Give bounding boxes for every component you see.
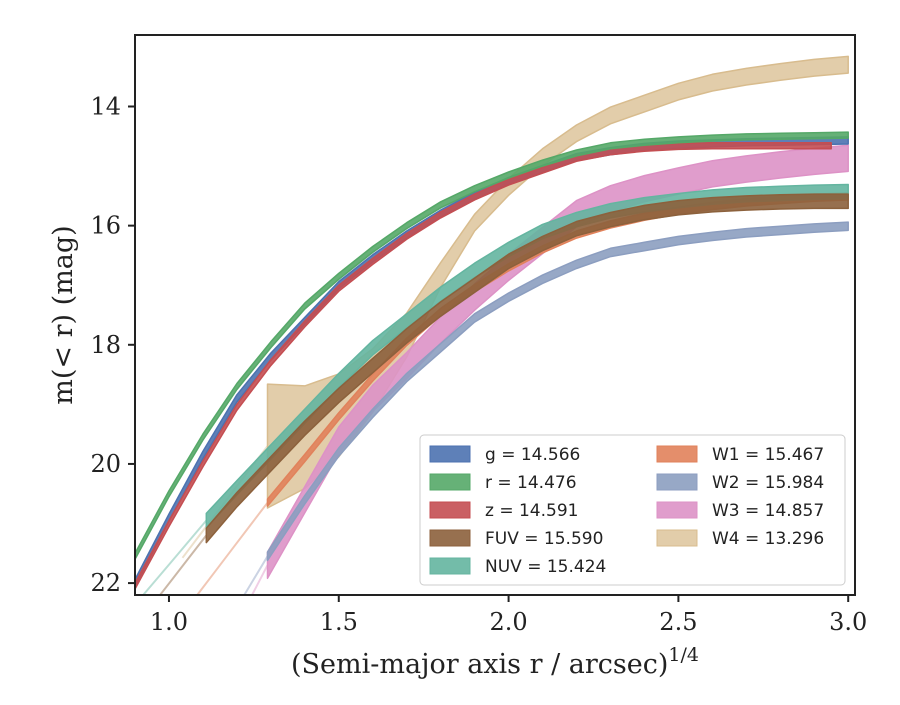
legend-label: W4 = 13.296 (712, 529, 824, 549)
legend-swatch (429, 445, 471, 463)
legend-swatch (656, 445, 698, 463)
series-w3-faint-line (250, 564, 269, 595)
legend-item-w4: W4 = 13.296 (656, 529, 824, 549)
legend-label: NUV = 15.424 (485, 557, 606, 577)
series-fuv-band (205, 193, 849, 544)
legend-swatch (429, 557, 471, 575)
legend-label: W1 = 15.467 (712, 445, 824, 465)
x-tick-label: 3.0 (829, 608, 867, 636)
legend-label: W3 = 14.857 (712, 501, 824, 521)
legend-label: r = 14.476 (485, 473, 577, 493)
series-r (135, 131, 849, 561)
legend-label: FUV = 15.590 (485, 529, 603, 549)
legend-swatch (656, 473, 698, 491)
series-fuv-faint-line (158, 534, 208, 595)
y-axis-label: m(< r) (mag) (48, 225, 79, 404)
legend-swatch (656, 529, 698, 547)
legend: g = 14.566 r = 14.476 z = 14.591 FUV = 15.5… (419, 434, 846, 586)
series-layer (135, 55, 849, 595)
legend-swatch (429, 473, 471, 491)
legend-item-r: r = 14.476 (429, 473, 577, 493)
x-tick-label: 2.5 (659, 608, 697, 636)
series-nuv-faint-line (141, 519, 208, 595)
legend-swatch (429, 529, 471, 547)
legend-item-w2: W2 = 15.984 (656, 473, 824, 493)
x-tick-label: 2.0 (489, 608, 527, 636)
legend-label: z = 14.591 (485, 501, 578, 521)
legend-item-nuv: NUV = 15.424 (429, 557, 606, 577)
legend-label: W2 = 15.984 (712, 473, 824, 493)
legend-swatch (656, 501, 698, 519)
x-axis-label: (Semi-major axis r / arcsec)1/4 (291, 644, 699, 680)
series-z-band (135, 142, 832, 590)
y-tick-label: 18 (90, 331, 121, 359)
y-tick-label: 22 (90, 569, 121, 597)
legend-item-w3: W3 = 14.857 (656, 501, 824, 521)
series-w2-faint-line (243, 555, 269, 595)
series-w2 (243, 221, 849, 595)
series-z (135, 142, 832, 590)
plot-frame (134, 34, 856, 596)
legend-item-fuv: FUV = 15.590 (429, 529, 603, 549)
series-fuv (158, 193, 849, 595)
series-w1-faint-line (195, 502, 269, 595)
legend-box (419, 434, 846, 586)
legend-item-w1: W1 = 15.467 (656, 445, 824, 465)
x-tick-label: 1.0 (150, 608, 188, 636)
y-tick-label: 14 (90, 92, 121, 120)
legend-label: g = 14.566 (485, 445, 580, 465)
series-r-band (135, 131, 849, 561)
y-tick-label: 16 (90, 212, 121, 240)
ticks-layer: 1.0 1.5 2.0 2.5 3.0 14 16 18 20 22 (90, 92, 867, 636)
y-tick-label: 20 (90, 450, 121, 478)
series-w2-band (266, 221, 849, 562)
legend-item-z: z = 14.591 (429, 501, 578, 521)
legend-swatch (429, 501, 471, 519)
x-tick-label: 1.5 (320, 608, 358, 636)
legend-item-g: g = 14.566 (429, 445, 580, 465)
